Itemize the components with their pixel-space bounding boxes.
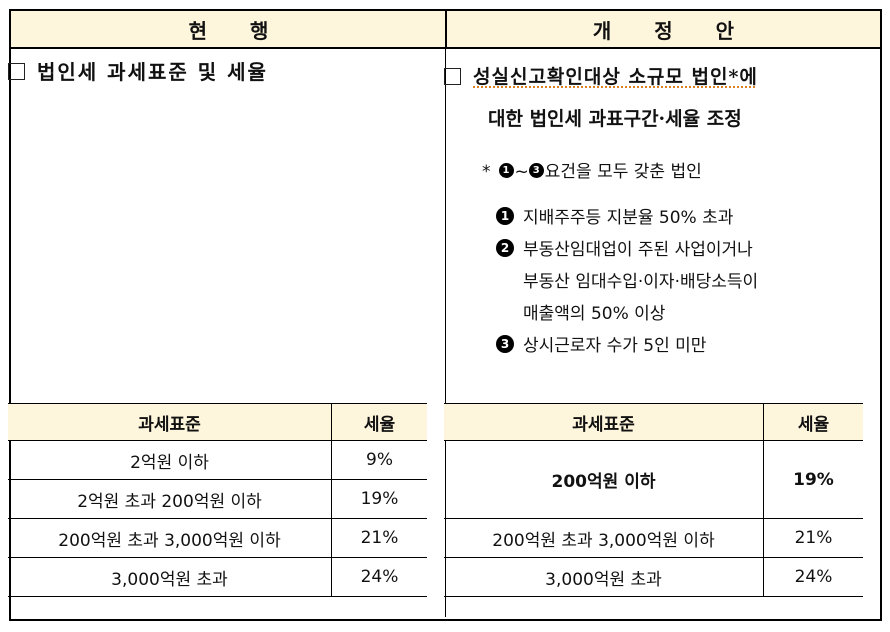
header-proposed: 개 정 안 <box>447 11 880 49</box>
table-row: 200억원 초과 3,000억원 이하 21% <box>444 518 863 558</box>
table-row: 2억원 이하 9% <box>8 440 427 480</box>
condition-item: 2 부동산임대업이 주된 사업이거나 <box>496 235 753 265</box>
tax-rate-cell: 19% <box>331 479 427 519</box>
circled-number-3-icon: 3 <box>528 162 544 178</box>
tax-rate-cell: 21% <box>763 518 863 558</box>
condition-continuation: 매출액의 50% 이상 <box>523 304 666 324</box>
condition-text: 부동산임대업이 주된 사업이거나 <box>523 240 753 260</box>
tax-base-cell: 2억원 이하 <box>8 440 332 480</box>
tax-base-cell: 200억원 초과 3,000억원 이하 <box>8 518 332 558</box>
current-title-text: 법인세 과세표준 및 세율 <box>37 60 268 84</box>
column-header-tax-rate: 세율 <box>331 403 427 441</box>
header-proposed-label: 개 정 안 <box>592 18 753 43</box>
tax-rate-cell: 9% <box>331 440 427 480</box>
current-section-title: 법인세 과세표준 및 세율 <box>8 56 268 85</box>
column-divider <box>445 9 446 617</box>
tax-base-cell: 3,000억원 초과 <box>8 557 332 597</box>
tax-base-cell: 200억원 이하 <box>444 440 764 519</box>
current-tax-rate-table: 과세표준 세율 2억원 이하 9% 2억원 초과 200억원 이하 19% 20… <box>8 403 427 597</box>
tax-base-cell: 2억원 초과 200억원 이하 <box>8 479 332 519</box>
condition-text: 지배주주등 지분율 50% 초과 <box>523 208 734 228</box>
table-row: 3,000억원 초과 24% <box>8 557 427 597</box>
tax-base-cell: 3,000억원 초과 <box>444 557 764 597</box>
circled-number-3-icon: 3 <box>496 335 514 353</box>
table-row: 200억원 초과 3,000억원 이하 21% <box>8 518 427 558</box>
column-header-tax-base: 과세표준 <box>8 403 332 441</box>
condition-item: 3 상시근로자 수가 5인 미만 <box>496 331 706 361</box>
circled-number-2-icon: 2 <box>496 239 514 257</box>
requirement-note: * 1 ~3 요건을 모두 갖춘 법인 <box>482 157 702 187</box>
circled-number-1-icon: 1 <box>498 162 514 178</box>
comparison-document: 현 행 개 정 안 <box>9 9 882 621</box>
tax-base-cell: 200억원 초과 3,000억원 이하 <box>444 518 764 558</box>
checkbox-square-icon <box>444 67 461 85</box>
tax-rate-cell: 19% <box>763 440 863 519</box>
checkbox-square-icon <box>8 63 25 80</box>
column-header-tax-base: 과세표준 <box>444 403 764 441</box>
column-header-tax-rate: 세율 <box>763 403 863 441</box>
condition-text: 상시근로자 수가 5인 미만 <box>523 336 707 356</box>
header-current-label: 현 행 <box>188 18 287 43</box>
table-row: 200억원 이하 19% <box>444 440 863 519</box>
condition-continuation: 부동산 임대수입·이자·배당소득이 <box>523 272 759 292</box>
circled-number-1-icon: 1 <box>496 207 514 225</box>
proposed-section-title: 성실신고확인대상 소규모 법인*에 대한 법인세 과표구간·세율 조정 <box>444 56 869 140</box>
requirement-note-text: 요건을 모두 갖춘 법인 <box>544 162 702 182</box>
table-row: 2억원 초과 200억원 이하 19% <box>8 479 427 519</box>
header-current: 현 행 <box>11 11 447 49</box>
table-header-row: 과세표준 세율 <box>8 403 427 441</box>
proposed-tax-rate-table: 과세표준 세율 200억원 이하 19% 200억원 초과 3,000억원 이하… <box>444 403 863 597</box>
condition-item: 1 지배주주등 지분율 50% 초과 <box>496 203 733 233</box>
tax-rate-cell: 24% <box>331 557 427 597</box>
proposed-title-line1: 성실신고확인대상 소규모 법인*에 <box>473 66 758 88</box>
table-header-row: 과세표준 세율 <box>444 403 863 441</box>
range-tilde: ~ <box>514 162 529 182</box>
tax-rate-cell: 21% <box>331 518 427 558</box>
asterisk-mark: * <box>482 162 491 182</box>
proposed-title-line2: 대한 법인세 과표구간·세율 조정 <box>488 108 742 130</box>
table-row: 3,000억원 초과 24% <box>444 557 863 597</box>
tax-rate-cell: 24% <box>763 557 863 597</box>
